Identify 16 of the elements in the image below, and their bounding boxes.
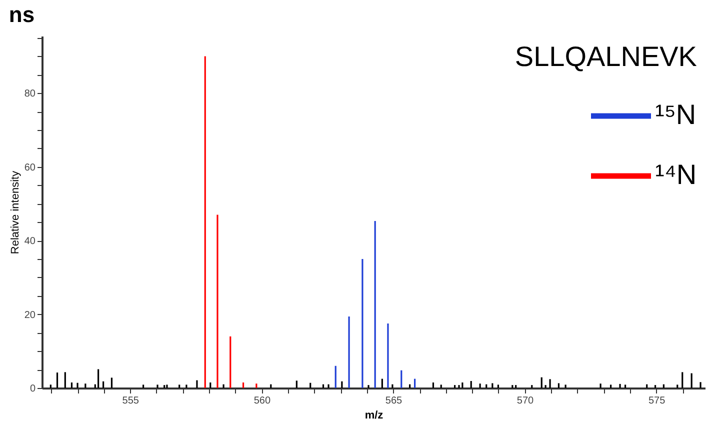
x-tick-label: 570 <box>516 396 534 406</box>
legend-label: ¹⁴N <box>655 159 697 190</box>
x-tick-label: 565 <box>385 396 403 406</box>
y-tick-label: 40 <box>24 236 36 248</box>
y-tick-label: 60 <box>24 162 36 174</box>
legend-title: SLLQALNEVK <box>514 41 698 72</box>
x-tick-label: 560 <box>254 396 271 406</box>
y-tick-label: 0 <box>30 384 36 394</box>
y-tick-label: 80 <box>24 88 36 100</box>
x-tick-label: 555 <box>122 396 140 406</box>
legend-label: ¹⁵N <box>655 99 696 130</box>
y-axis-title: Relative intensity <box>9 170 22 254</box>
x-tick-label: 575 <box>648 396 666 406</box>
chart-title: ns <box>8 2 35 27</box>
y-tick-label: 20 <box>24 310 36 321</box>
x-axis-title: m/z <box>364 410 384 422</box>
